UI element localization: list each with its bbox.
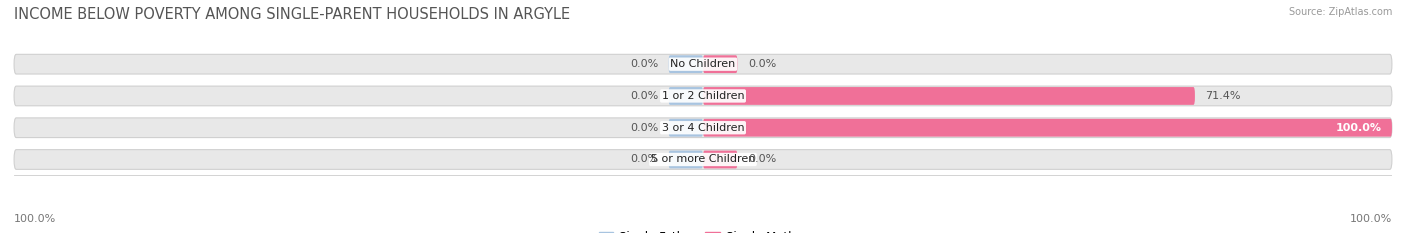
- Text: 71.4%: 71.4%: [1205, 91, 1240, 101]
- FancyBboxPatch shape: [14, 86, 1392, 106]
- FancyBboxPatch shape: [703, 87, 1195, 105]
- Text: 0.0%: 0.0%: [748, 59, 776, 69]
- Text: 0.0%: 0.0%: [748, 154, 776, 164]
- Text: 0.0%: 0.0%: [630, 123, 658, 133]
- FancyBboxPatch shape: [669, 119, 703, 137]
- FancyBboxPatch shape: [14, 118, 1392, 137]
- Legend: Single Father, Single Mother: Single Father, Single Mother: [593, 226, 813, 233]
- Text: 0.0%: 0.0%: [630, 154, 658, 164]
- FancyBboxPatch shape: [14, 54, 1392, 74]
- Text: 1 or 2 Children: 1 or 2 Children: [662, 91, 744, 101]
- FancyBboxPatch shape: [669, 55, 703, 73]
- FancyBboxPatch shape: [703, 119, 1392, 137]
- FancyBboxPatch shape: [669, 151, 703, 168]
- FancyBboxPatch shape: [669, 87, 703, 105]
- Text: INCOME BELOW POVERTY AMONG SINGLE-PARENT HOUSEHOLDS IN ARGYLE: INCOME BELOW POVERTY AMONG SINGLE-PARENT…: [14, 7, 571, 22]
- FancyBboxPatch shape: [14, 150, 1392, 169]
- Text: 100.0%: 100.0%: [14, 214, 56, 224]
- FancyBboxPatch shape: [703, 55, 738, 73]
- FancyBboxPatch shape: [703, 151, 738, 168]
- Text: 0.0%: 0.0%: [630, 91, 658, 101]
- Text: No Children: No Children: [671, 59, 735, 69]
- Text: Source: ZipAtlas.com: Source: ZipAtlas.com: [1288, 7, 1392, 17]
- Text: 5 or more Children: 5 or more Children: [651, 154, 755, 164]
- Text: 0.0%: 0.0%: [630, 59, 658, 69]
- Text: 3 or 4 Children: 3 or 4 Children: [662, 123, 744, 133]
- Text: 100.0%: 100.0%: [1336, 123, 1382, 133]
- Text: 100.0%: 100.0%: [1350, 214, 1392, 224]
